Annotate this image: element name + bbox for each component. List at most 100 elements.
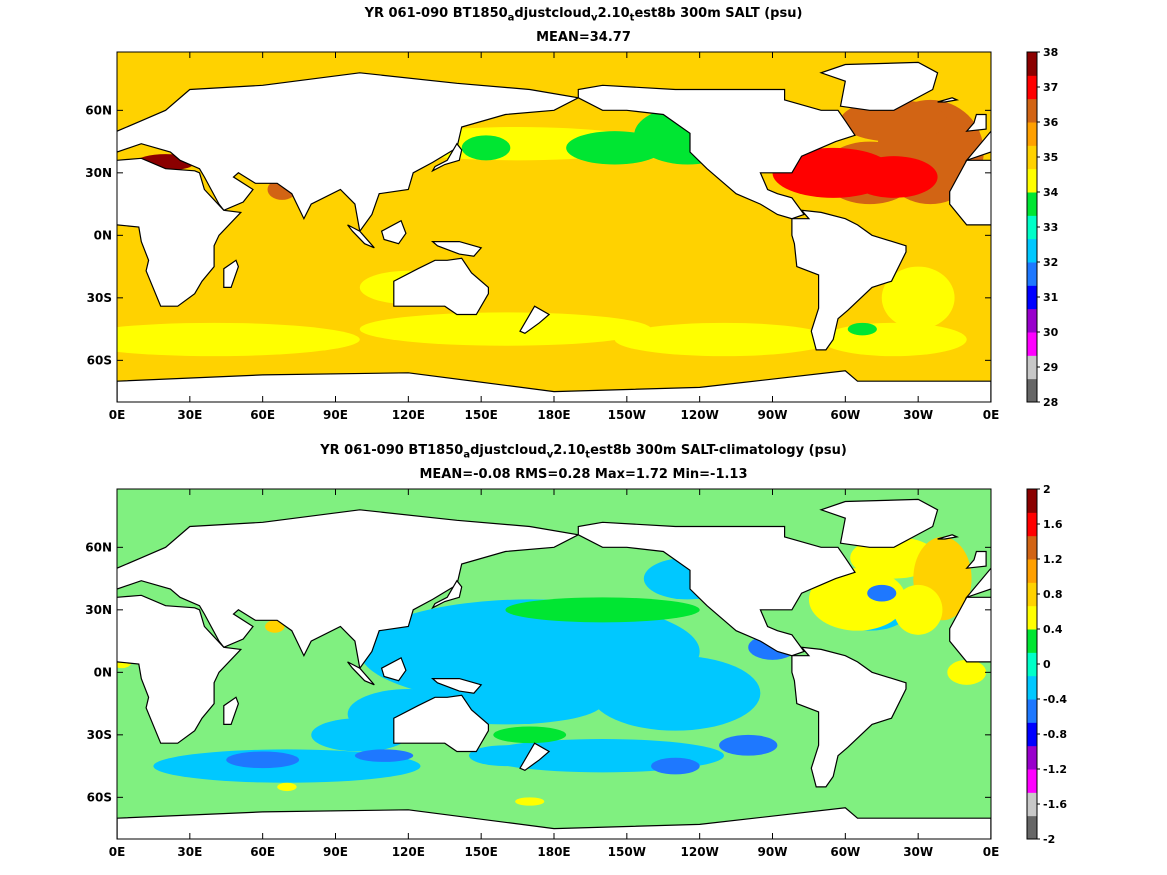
land-mass xyxy=(0,647,32,787)
land-mass xyxy=(117,72,581,233)
colorbar-tick-label: 34 xyxy=(1043,186,1059,199)
colorbar-segment xyxy=(1027,559,1037,583)
colorbar-segment xyxy=(1027,98,1037,123)
land-mass xyxy=(117,817,118,839)
y-tick-label: 0N xyxy=(94,665,112,679)
land-mass xyxy=(380,656,407,682)
land-mass xyxy=(791,646,907,788)
x-tick-label: 0E xyxy=(983,845,1000,859)
field-contour xyxy=(947,659,987,685)
land-mass xyxy=(965,550,987,569)
land-mass xyxy=(937,97,960,103)
colorbar-tick-label: -0.8 xyxy=(1043,728,1067,741)
colorbar-segment xyxy=(1027,122,1037,146)
colorbar-segment xyxy=(1027,745,1037,770)
land-mass xyxy=(117,380,118,402)
x-tick-label: 0E xyxy=(109,845,126,859)
colorbar-segment xyxy=(1027,535,1037,560)
x-tick-label: 150W xyxy=(608,845,646,859)
y-tick-label: 30S xyxy=(87,291,112,305)
land-mass xyxy=(117,509,581,670)
land-mass xyxy=(431,142,463,173)
land-mass xyxy=(393,257,489,316)
colorbar-segment xyxy=(1027,815,1037,840)
colorbar-tick-label: 2 xyxy=(1043,483,1051,496)
x-tick-label: 0E xyxy=(109,408,126,422)
colorbar-segment xyxy=(1027,238,1037,263)
colorbar-segment xyxy=(1027,769,1037,793)
x-tick-label: 90W xyxy=(758,408,788,422)
colorbar-segment xyxy=(1027,355,1037,380)
colorbar-segment xyxy=(1027,512,1037,537)
colorbar-segment xyxy=(1027,285,1037,310)
x-tick-label: 120W xyxy=(681,408,719,422)
bottom-title-sub: t xyxy=(585,449,591,461)
land-mass xyxy=(519,305,551,334)
colorbar-tick-label: 0.8 xyxy=(1043,588,1063,601)
y-tick-label: 60N xyxy=(85,103,112,117)
land-mass xyxy=(0,210,32,350)
colorbar-segment xyxy=(1027,605,1037,630)
colorbar-segment xyxy=(1027,378,1037,403)
x-tick-label: 90E xyxy=(323,408,348,422)
colorbar-tick-label: 28 xyxy=(1043,396,1058,409)
land-mass xyxy=(117,157,243,307)
land-mass xyxy=(791,209,907,351)
bottom-title-part: djustcloud xyxy=(470,443,547,458)
top-title: YR 061-090 BT1850adjustcloudv2.10test8b … xyxy=(0,6,1167,24)
land-mass xyxy=(990,380,991,402)
land-mass xyxy=(0,62,64,110)
colorbar-segment xyxy=(1027,215,1037,240)
land-mass xyxy=(0,499,64,547)
land-mass xyxy=(937,534,960,540)
colorbar-segment xyxy=(1027,489,1037,513)
x-tick-label: 60W xyxy=(830,845,860,859)
bottom-title: YR 061-090 BT1850adjustcloudv2.10test8b … xyxy=(0,443,1167,461)
bottom-title-sub: v xyxy=(546,449,554,461)
field-contour xyxy=(602,268,797,319)
land-mass xyxy=(1098,260,1113,287)
field-contour xyxy=(719,734,778,756)
colorbar-tick-label: 30 xyxy=(1043,326,1059,339)
field-contour xyxy=(893,584,943,635)
land-mass xyxy=(519,742,551,771)
x-tick-label: 90E xyxy=(323,845,348,859)
colorbar-segment xyxy=(1027,582,1037,607)
top-title-sub: v xyxy=(591,12,598,24)
colorbar-tick-label: -1.2 xyxy=(1043,763,1067,776)
field-contour xyxy=(566,131,664,165)
x-tick-label: 180E xyxy=(537,845,570,859)
colorbar-segment xyxy=(1027,792,1037,817)
field-contour xyxy=(226,751,300,769)
land-mass xyxy=(64,98,83,102)
colorbar-tick-label: -0.4 xyxy=(1043,693,1067,706)
land-mass xyxy=(430,677,483,694)
colorbar-segment xyxy=(1027,629,1037,653)
x-tick-label: 120E xyxy=(392,845,425,859)
x-tick-label: 120E xyxy=(392,408,425,422)
field-contour xyxy=(651,757,700,775)
top-subtitle: MEAN=34.77 xyxy=(536,30,631,45)
colorbar-tick-label: 35 xyxy=(1043,151,1058,164)
field-contour xyxy=(153,749,421,783)
land-mass xyxy=(223,259,240,288)
y-tick-label: 60S xyxy=(87,790,112,804)
y-tick-label: 30N xyxy=(85,603,112,617)
land-mass xyxy=(965,113,987,132)
land-mass xyxy=(431,579,463,610)
field-contour xyxy=(850,156,938,198)
field-contour xyxy=(359,312,652,346)
x-tick-label: 150E xyxy=(465,845,498,859)
field-contour xyxy=(265,620,285,633)
land-mass xyxy=(819,498,939,548)
x-tick-label: 30E xyxy=(177,408,202,422)
land-mass xyxy=(117,370,991,402)
colorbar-segment xyxy=(1027,652,1037,677)
colorbar-segment xyxy=(1027,192,1037,216)
colorbar-tick-label: 29 xyxy=(1043,361,1058,374)
y-tick-label: 60N xyxy=(85,540,112,554)
colorbar-segment xyxy=(1027,722,1037,747)
land-mass xyxy=(117,807,991,839)
x-tick-label: 150W xyxy=(608,408,646,422)
